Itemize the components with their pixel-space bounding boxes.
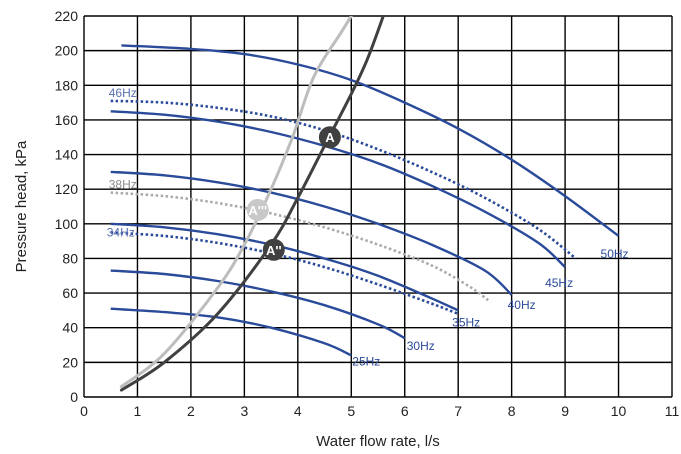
x-tick-label: 6 — [401, 403, 409, 419]
x-tick-label: 5 — [347, 403, 355, 419]
x-tick-label: 1 — [134, 403, 142, 419]
x-tick-label: 0 — [80, 403, 88, 419]
series-line-46Hz — [110, 99, 577, 260]
series-line-50Hz — [121, 44, 620, 237]
curve-label-50Hz: 50Hz — [601, 247, 629, 261]
grid — [83, 15, 673, 398]
y-tick-label: 120 — [55, 181, 79, 197]
operating-point-marker — [246, 198, 269, 221]
x-axis-title: Water flow rate, l/s — [316, 433, 440, 450]
series-line-25Hz — [110, 307, 352, 357]
curve-label-34Hz: 34Hz — [107, 225, 135, 239]
curve-label-35Hz: 35Hz — [452, 315, 480, 329]
x-tick-label: 7 — [454, 403, 462, 419]
system-curve-2 — [119, 16, 353, 389]
operating-point-label: A — [325, 130, 335, 145]
pump-curves — [110, 16, 620, 392]
y-tick-label: 200 — [55, 43, 79, 59]
y-axis-title: Pressure head, kPa — [13, 140, 30, 272]
x-tick-label: 2 — [187, 403, 195, 419]
operating-point-marker — [318, 126, 341, 149]
series-line-38Hz — [110, 191, 492, 303]
curve-label-46Hz: 46Hz — [109, 86, 137, 100]
curve-label-40Hz: 40Hz — [508, 298, 536, 312]
y-tick-label: 180 — [55, 77, 79, 93]
x-tick-label: 10 — [611, 403, 627, 419]
y-tick-label: 80 — [62, 250, 78, 266]
curve-label-30Hz: 30Hz — [407, 339, 435, 353]
system-curve-1 — [119, 16, 385, 392]
x-tick-label: 8 — [508, 403, 516, 419]
y-tick-label: 220 — [55, 8, 79, 24]
curve-label-25Hz: 25Hz — [352, 354, 380, 368]
curve-label-45Hz: 45Hz — [545, 276, 573, 290]
y-tick-label: 100 — [55, 216, 79, 232]
operating-point-marker — [262, 238, 285, 261]
series-line-34Hz — [110, 231, 459, 316]
curve-label-38Hz: 38Hz — [109, 178, 137, 192]
y-tick-label: 40 — [62, 320, 78, 336]
operating-point-label: A'' — [266, 243, 282, 258]
x-tick-label: 4 — [294, 403, 302, 419]
x-tick-label: 3 — [240, 403, 248, 419]
y-tick-label: 140 — [55, 147, 79, 163]
y-tick-label: 0 — [70, 389, 78, 405]
series-line-30Hz — [110, 269, 406, 340]
y-tick-label: 160 — [55, 112, 79, 128]
y-tick-label: 20 — [62, 354, 78, 370]
x-tick-label: 9 — [561, 403, 569, 419]
operating-point-label: A''' — [248, 203, 267, 218]
series-line-35Hz — [110, 222, 459, 312]
series-line-40Hz — [110, 170, 513, 296]
y-tick-label: 60 — [62, 285, 78, 301]
series-line-45Hz — [110, 110, 566, 268]
x-tick-label: 11 — [665, 403, 680, 419]
